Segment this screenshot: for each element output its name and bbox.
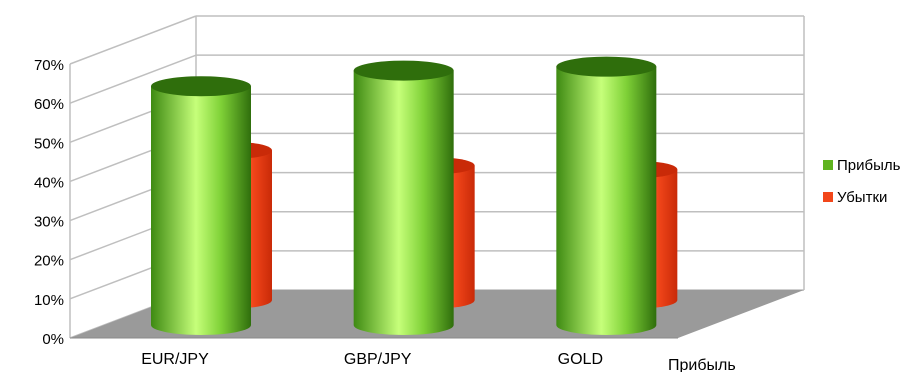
profit-bar (354, 61, 454, 335)
side-gridline (70, 16, 196, 64)
x-category-label: GBP/JPY (344, 351, 412, 368)
profit-bar-body (556, 67, 656, 335)
profit-bar (151, 76, 251, 335)
profit-bar-top (354, 61, 454, 81)
x-category-label: EUR/JPY (141, 351, 209, 368)
bars (151, 57, 677, 335)
y-tick-label: 0% (42, 331, 64, 348)
legend-swatch-profit (823, 160, 833, 170)
legend-label-profit: Прибыль (837, 157, 901, 174)
y-tick-label: 20% (34, 253, 64, 270)
y-tick-label: 30% (34, 214, 64, 231)
profit-bar-body (151, 86, 251, 335)
y-tick-label: 60% (34, 96, 64, 113)
legend-swatch-loss (823, 192, 833, 202)
profit-bar-top (556, 57, 656, 77)
depth-axis-label: Прибыль (668, 357, 736, 372)
y-tick-label: 70% (34, 57, 64, 74)
profit-bar-body (354, 71, 454, 335)
profit-bar-top (151, 76, 251, 96)
legend: Прибыль Убытки (823, 157, 901, 206)
x-category-label: GOLD (558, 351, 603, 368)
y-tick-label: 40% (34, 174, 64, 191)
y-tick-label: 50% (34, 135, 64, 152)
legend-label-loss: Убытки (837, 189, 887, 206)
y-axis-ticks: 0% 10% 20% 30% 40% 50% 60% 70% (34, 57, 64, 348)
y-tick-label: 10% (34, 292, 64, 309)
x-axis-categories: EUR/JPY GBP/JPY GOLD (141, 351, 603, 368)
profit-bar (556, 57, 656, 335)
